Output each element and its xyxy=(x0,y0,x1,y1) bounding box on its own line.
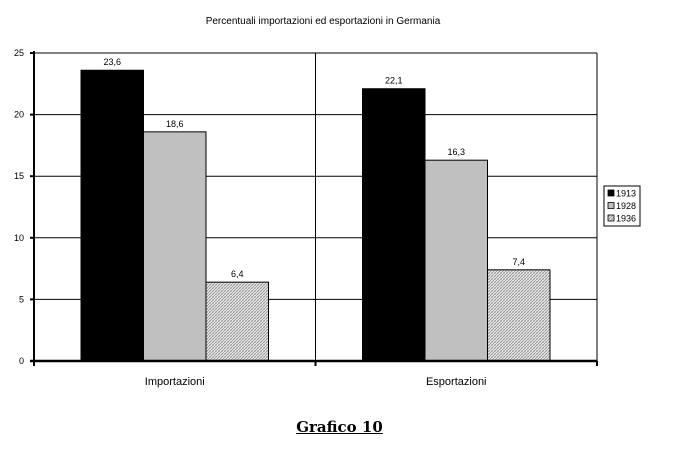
data-label: 22,1 xyxy=(385,76,403,86)
y-tick-label: 5 xyxy=(19,294,24,304)
legend-swatch-1913 xyxy=(607,189,615,197)
legend-swatch-1936 xyxy=(607,214,615,222)
legend-swatch-1928 xyxy=(607,202,615,209)
bar-1936 xyxy=(487,269,551,362)
data-label: 7,4 xyxy=(512,257,525,267)
y-tick-label: 0 xyxy=(19,356,24,366)
x-tick-label: Importazioni xyxy=(145,376,205,388)
data-label: 23,6 xyxy=(103,57,121,67)
legend-label: 1928 xyxy=(616,201,636,211)
data-label: 6,4 xyxy=(231,269,244,279)
y-tick-label: 10 xyxy=(14,233,24,243)
y-tick-label: 15 xyxy=(14,171,24,181)
x-tick-label: Esportazioni xyxy=(426,376,487,388)
legend-label: 1913 xyxy=(616,189,636,199)
figure-caption: Grafico 10 xyxy=(296,418,383,436)
bar-1936 xyxy=(205,281,269,362)
y-tick-label: 20 xyxy=(14,110,24,120)
legend: 1913 1928 1936 xyxy=(603,185,641,227)
legend-label: 1936 xyxy=(616,214,636,224)
data-label: 16,3 xyxy=(447,147,465,157)
bar-1928 xyxy=(424,159,488,362)
bar-1928 xyxy=(143,131,207,362)
chart-title: Percentuali importazioni ed esportazioni… xyxy=(206,16,441,27)
data-label: 18,6 xyxy=(166,119,184,129)
bar-1913 xyxy=(362,88,426,362)
bar-1913 xyxy=(80,69,144,362)
y-tick-label: 25 xyxy=(14,48,24,58)
